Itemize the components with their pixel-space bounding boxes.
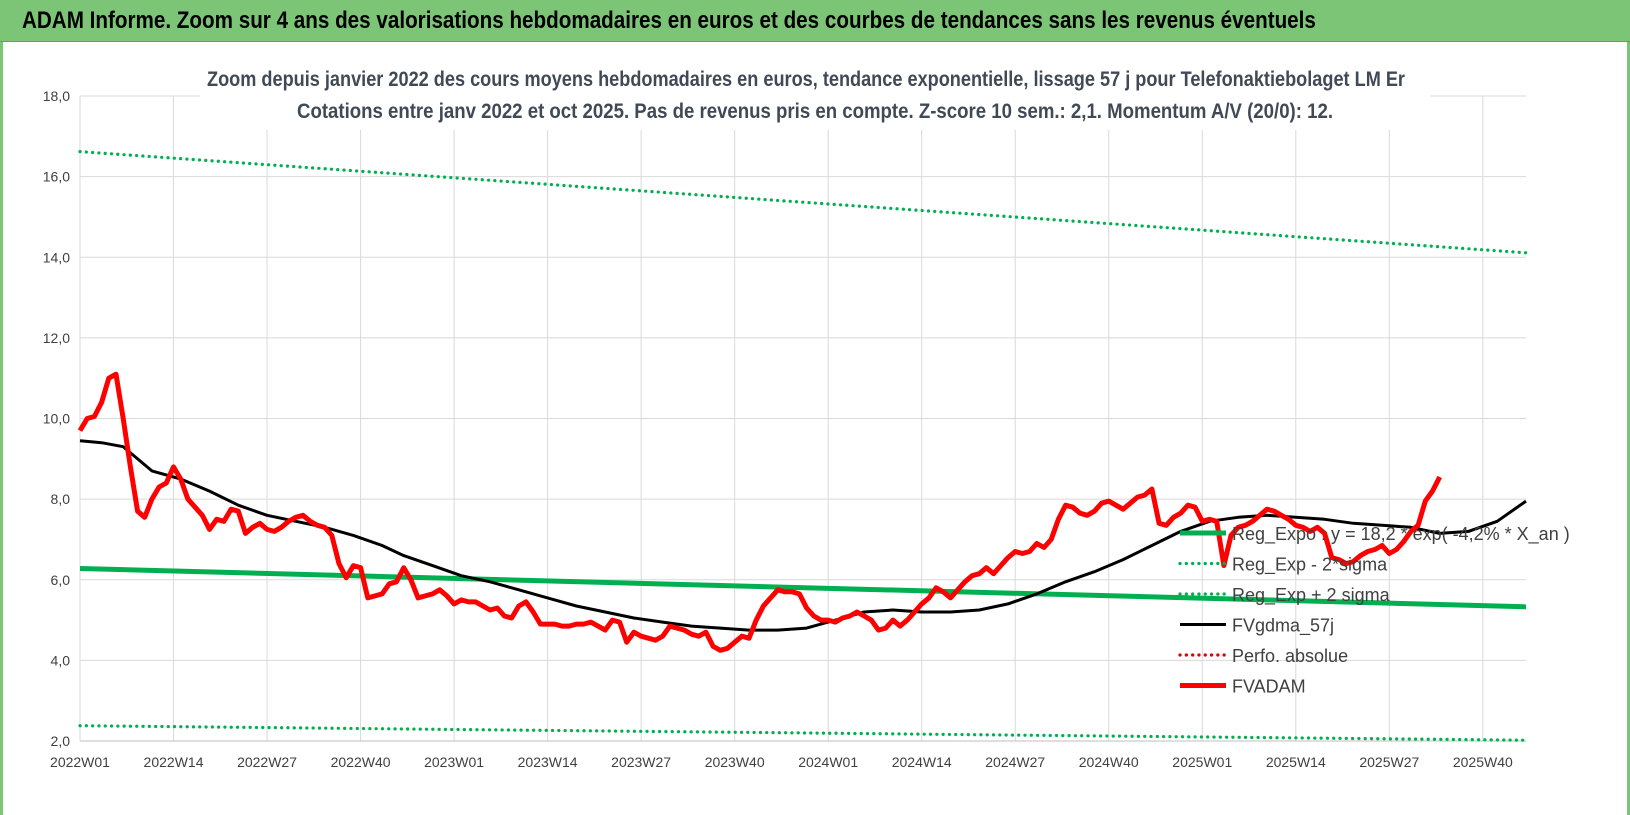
header-banner: ADAM Informe. Zoom sur 4 ans des valoris…: [0, 0, 1630, 42]
chart-title-line-2: Cotations entre janv 2022 et oct 2025. P…: [297, 100, 1333, 123]
y-axis-ticks: 2,0 4,0 6,0 8,0 10,0 12,0 14,0 16,0 18,0: [43, 88, 70, 749]
x-tick-label: 2022W40: [331, 754, 391, 770]
series-line-reg-expo-y-18-2-exp-4-2-x-an: [79, 566, 1527, 610]
legend-label-reg-exp-2-sigma: Reg_Exp - 2*sigma: [1232, 555, 1388, 576]
x-tick-label: 2024W40: [1079, 754, 1139, 770]
page-title: ADAM Informe. Zoom sur 4 ans des valoris…: [22, 7, 1316, 34]
x-tick-label: 2023W27: [611, 754, 671, 770]
y-tick-label: 14,0: [43, 249, 70, 265]
x-tick-label: 2025W14: [1266, 754, 1326, 770]
legend-label-perfo-absolue: Perfo. absolue: [1232, 646, 1348, 666]
y-tick-label: 6,0: [51, 572, 71, 588]
x-tick-label: 2023W01: [424, 754, 484, 770]
y-tick-label: 16,0: [43, 169, 70, 185]
x-tick-label: 2025W01: [1172, 754, 1232, 770]
series: [77, 150, 1528, 742]
x-tick-label: 2022W01: [50, 754, 110, 770]
chart-title-line-1: Zoom depuis janvier 2022 des cours moyen…: [207, 68, 1405, 91]
legend-label-fvadam: FVADAM: [1232, 677, 1306, 697]
y-tick-label: 2,0: [51, 733, 71, 749]
x-tick-label: 2023W14: [518, 754, 578, 770]
legend-label-reg-exp-2-sigma: Reg_Exp + 2 sigma: [1232, 585, 1391, 606]
y-tick-label: 12,0: [43, 330, 70, 346]
series-line-fvadam: [77, 371, 1442, 653]
chart-title-background: [200, 62, 1430, 130]
legend: Reg_Expo : y = 18,2 * exp( -4,2% * X_an …: [1178, 524, 1570, 697]
x-tick-label: 2023W40: [705, 754, 765, 770]
x-axis-ticks: 2022W01 2022W14 2022W27 2022W40 2023W01 2023W…: [50, 754, 1513, 770]
x-tick-label: 2022W14: [144, 754, 204, 770]
chart-frame: [0, 42, 1630, 815]
y-tick-label: 10,0: [43, 411, 70, 427]
x-tick-label: 2025W40: [1453, 754, 1513, 770]
x-tick-label: 2024W27: [985, 754, 1045, 770]
legend-label-fvgdma-57j: FVgdma_57j: [1232, 616, 1334, 637]
series-line-reg-exp-2-sigma: [78, 724, 1528, 742]
x-tick-label: 2022W27: [237, 754, 297, 770]
x-tick-label: 2024W14: [892, 754, 952, 770]
gridlines: [79, 95, 1526, 741]
series-line-reg-exp-2-sigma: [78, 150, 1528, 255]
legend-label-reg-expo-y-18-2-exp-4-2-x-an: Reg_Expo : y = 18,2 * exp( -4,2% * X_an …: [1232, 524, 1570, 545]
y-tick-label: 8,0: [51, 491, 71, 507]
x-tick-label: 2025W27: [1359, 754, 1419, 770]
x-tick-label: 2024W01: [798, 754, 858, 770]
y-tick-label: 18,0: [43, 88, 70, 104]
y-tick-label: 4,0: [51, 652, 71, 668]
